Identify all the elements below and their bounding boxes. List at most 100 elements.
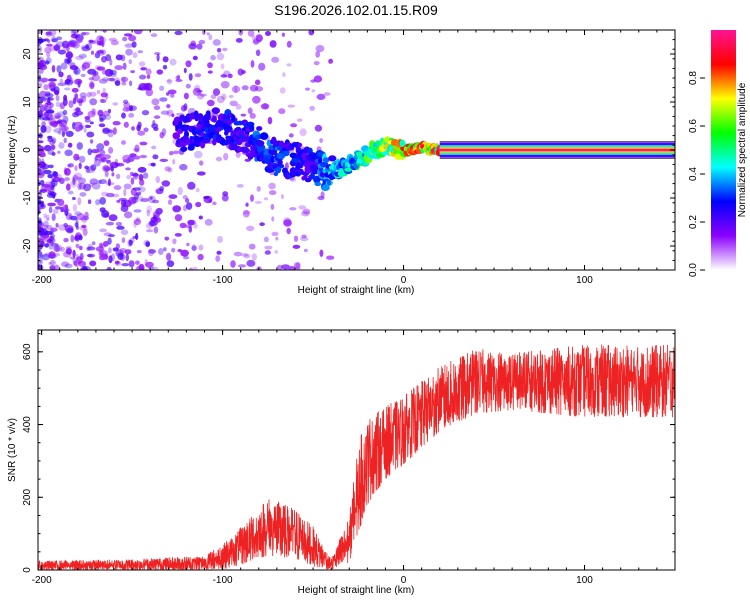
- spectrogram-y-ticks: -20 -10 0 10 20: [22, 29, 675, 271]
- noise-blob: [56, 65, 62, 73]
- noise-blob: [290, 123, 298, 128]
- noise-blob: [204, 218, 213, 226]
- noise-blob: [52, 45, 60, 51]
- noise-blob: [162, 56, 169, 63]
- signal-blob: [295, 146, 302, 154]
- noise-blob: [323, 92, 331, 96]
- noise-blob: [246, 259, 256, 267]
- noise-blob: [41, 121, 46, 127]
- noise-blob: [47, 173, 54, 179]
- noise-blob: [228, 94, 234, 99]
- noise-blob: [128, 239, 133, 246]
- noise-blob: [86, 246, 96, 251]
- noise-blob: [48, 245, 54, 250]
- noise-blob: [138, 263, 145, 270]
- noise-blob: [89, 91, 97, 97]
- noise-blob: [152, 154, 159, 160]
- noise-blob: [175, 79, 183, 82]
- noise-blob: [139, 179, 145, 186]
- noise-blob: [256, 186, 261, 192]
- signal-blob: [322, 157, 330, 163]
- noise-blob: [216, 52, 225, 61]
- noise-blob: [296, 118, 303, 122]
- noise-blob: [169, 58, 177, 66]
- noise-blob: [311, 89, 316, 93]
- noise-blob: [51, 179, 58, 187]
- noise-blob: [150, 33, 158, 38]
- noise-blob: [139, 154, 147, 159]
- noise-blob: [95, 199, 101, 206]
- signal-blob: [172, 132, 181, 140]
- noise-blob: [195, 188, 200, 193]
- noise-blob: [55, 223, 59, 228]
- noise-blob: [109, 58, 113, 66]
- noise-blob: [280, 194, 284, 200]
- noise-blob: [298, 205, 307, 210]
- noise-blob: [151, 123, 159, 129]
- noise-blob: [167, 199, 173, 205]
- noise-blob: [53, 128, 63, 133]
- noise-blob: [217, 235, 223, 243]
- noise-blob: [51, 65, 56, 73]
- noise-blob: [191, 244, 196, 252]
- noise-blob: [122, 99, 129, 105]
- noise-blob: [112, 127, 117, 135]
- noise-blob: [235, 103, 242, 110]
- noise-blob: [237, 68, 244, 76]
- noise-blob: [107, 178, 111, 187]
- noise-blob: [246, 225, 255, 232]
- noise-blob: [79, 245, 83, 251]
- noise-blob: [40, 77, 49, 83]
- colorbar-tick-label: 0.2: [688, 215, 699, 229]
- noise-blob: [242, 209, 250, 218]
- noise-blob: [51, 171, 57, 177]
- spectrogram-marks: [38, 30, 675, 270]
- noise-blob: [124, 249, 132, 255]
- noise-blob: [99, 254, 106, 261]
- noise-blob: [67, 142, 73, 148]
- noise-blob: [177, 187, 183, 195]
- x-tick-label: 100: [576, 575, 593, 586]
- signal-blob: [211, 115, 217, 123]
- noise-blob: [186, 242, 190, 247]
- noise-blob: [48, 206, 53, 214]
- noise-blob: [150, 162, 156, 167]
- noise-blob: [216, 95, 225, 104]
- noise-blob: [139, 74, 147, 80]
- noise-blob: [74, 125, 81, 132]
- noise-blob: [158, 248, 164, 255]
- noise-blob: [117, 252, 124, 260]
- noise-blob: [196, 89, 203, 93]
- noise-blob: [146, 74, 151, 79]
- noise-blob: [86, 91, 92, 98]
- noise-blob: [70, 215, 78, 221]
- noise-blob: [40, 200, 45, 208]
- noise-blob: [143, 83, 150, 91]
- noise-blob: [252, 95, 261, 104]
- noise-blob: [109, 69, 117, 75]
- noise-blob: [66, 227, 74, 234]
- noise-blob: [305, 87, 310, 91]
- signal-blob: [273, 171, 279, 177]
- signal-blob: [282, 150, 290, 157]
- noise-blob: [103, 232, 112, 237]
- signal-blob: [291, 157, 300, 164]
- noise-blob: [183, 256, 190, 260]
- noise-blob: [105, 221, 114, 226]
- colorbar-ticks: 0.0 0.2 0.4 0.6 0.8: [688, 71, 705, 277]
- noise-blob: [51, 35, 56, 43]
- noise-blob: [199, 93, 207, 97]
- noise-blob: [110, 253, 116, 262]
- noise-blob: [216, 250, 222, 255]
- noise-blob: [46, 193, 56, 198]
- noise-blob: [278, 108, 286, 115]
- noise-blob: [106, 77, 115, 82]
- noise-blob: [249, 84, 259, 92]
- noise-blob: [301, 211, 310, 217]
- noise-blob: [38, 206, 41, 212]
- noise-blob: [185, 198, 190, 203]
- noise-blob: [76, 142, 84, 150]
- noise-blob: [188, 219, 197, 225]
- noise-blob: [99, 197, 106, 205]
- noise-blob: [135, 260, 140, 265]
